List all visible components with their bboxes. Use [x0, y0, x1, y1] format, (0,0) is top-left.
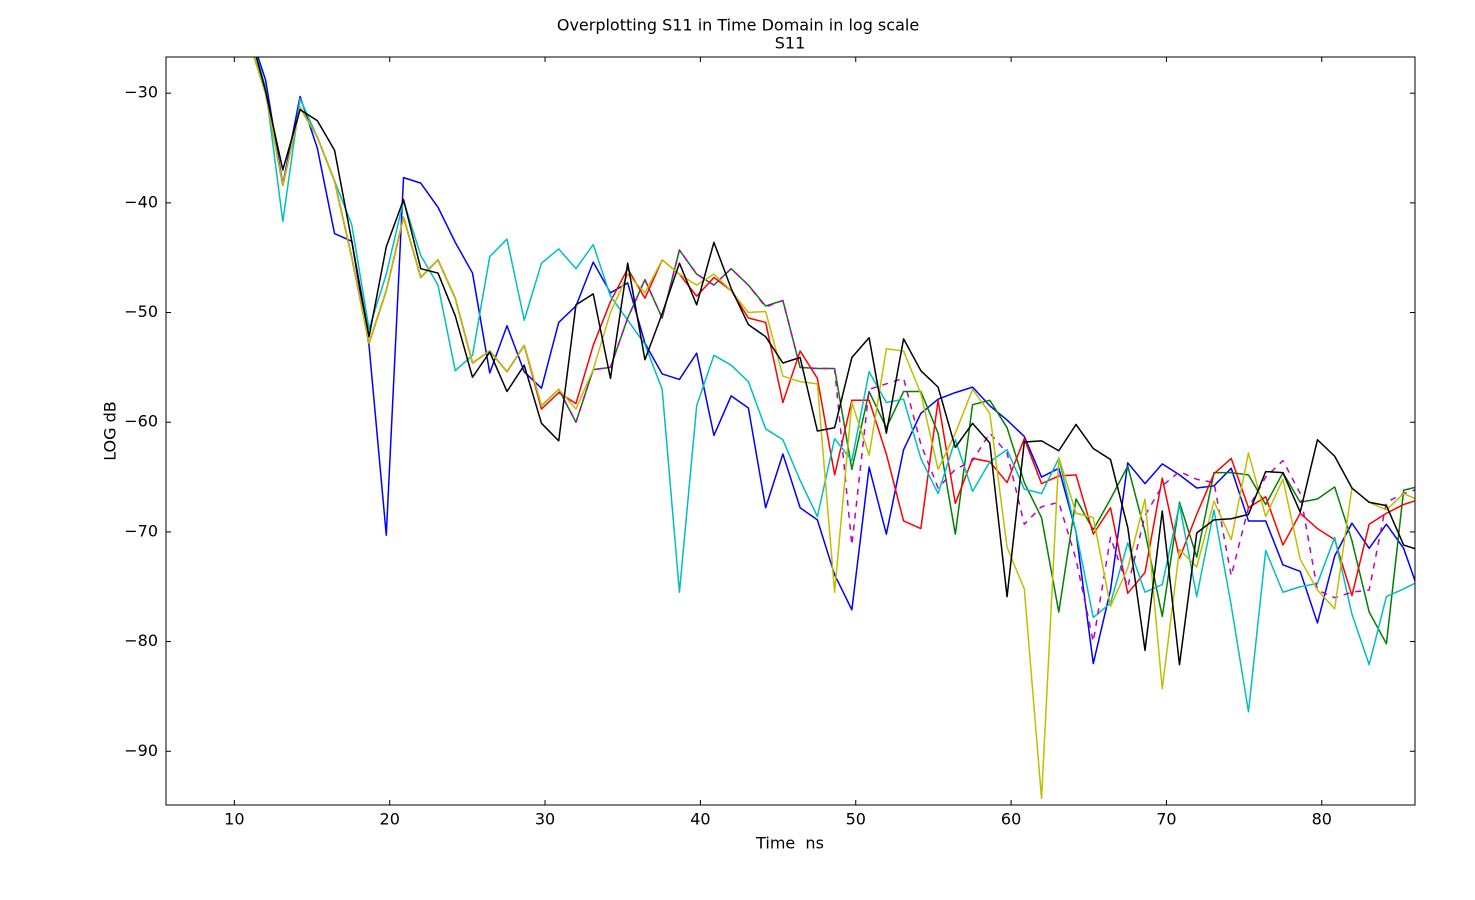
series-line	[253, 57, 1415, 800]
y-axis-label: LOG dB	[101, 401, 120, 461]
x-tick-label: 80	[1312, 810, 1332, 829]
y-tick-label: −80	[124, 631, 158, 650]
y-tick-label: −90	[124, 741, 158, 760]
plot-lines	[253, 57, 1415, 800]
y-tick-label: −40	[124, 192, 158, 211]
y-tick-label: −30	[124, 83, 158, 102]
y-tick-label: −70	[124, 521, 158, 540]
series-line	[257, 57, 1415, 665]
y-tick-label: −50	[124, 302, 158, 321]
x-tick-label: 60	[1001, 810, 1021, 829]
x-tick-label: 50	[846, 810, 866, 829]
x-tick-label: 70	[1156, 810, 1176, 829]
axes-frame	[165, 56, 1416, 806]
x-axis-label: Time ns	[755, 834, 824, 853]
series-line	[255, 57, 1415, 666]
chart-title: S11	[775, 34, 806, 53]
x-tick-label: 30	[535, 810, 555, 829]
y-tick-label: −60	[124, 412, 158, 431]
x-tick-label: 40	[690, 810, 710, 829]
suptitle: Overplotting S11 in Time Domain in log s…	[557, 16, 919, 35]
x-tick-label: 20	[380, 810, 400, 829]
x-tick-label: 10	[224, 810, 244, 829]
series-line	[256, 57, 1415, 713]
